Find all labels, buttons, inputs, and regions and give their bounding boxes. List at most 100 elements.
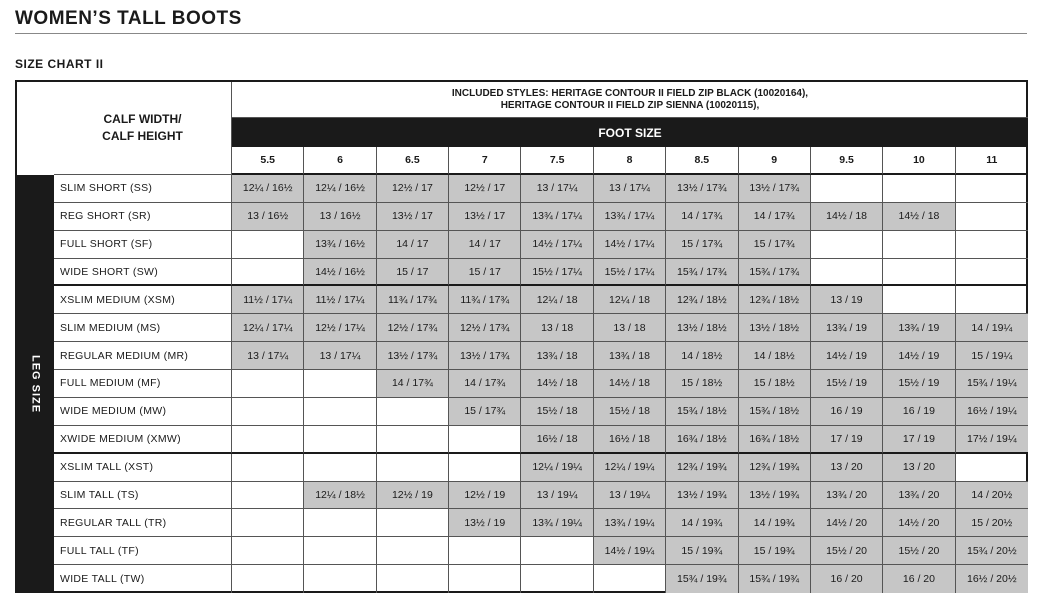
size-cell: 15½ / 19 [883,370,956,398]
size-cell: 13¾ / 18 [593,342,667,371]
size-cell: 12¼ / 19¼ [521,453,594,482]
foot-size: 6 [304,147,377,175]
empty-cell [449,537,522,566]
foot-size: 5.5 [232,147,305,175]
size-table: LEG SIZE CALF WIDTH/CALF HEIGHT INCLUDED S… [15,80,1028,593]
size-cell: 13¾ / 20 [883,481,956,510]
size-cell: 16 / 19 [883,397,956,426]
size-cell: 15 / 19¾ [738,537,811,566]
size-cell: 14½ / 20 [883,509,956,538]
size-cell: 12¼ / 18 [593,286,667,315]
empty-cell [810,258,884,287]
size-cell: 14½ / 18 [593,370,667,398]
empty-cell [232,537,305,566]
size-cell: 13½ / 17¾ [666,175,739,203]
size-cell: 16 / 19 [810,397,884,426]
title-rule [15,33,1027,34]
size-cell: 15 / 17¾ [666,230,739,259]
size-cell: 14½ / 19 [810,342,884,371]
size-cell: 13 / 19¼ [521,481,594,510]
row-label: SLIM SHORT (SS) [54,175,232,203]
corner-line: CALF HEIGHT [102,129,183,143]
foot-size: 7.5 [521,147,594,175]
row-label: SLIM TALL (TS) [54,481,232,510]
empty-cell [594,565,667,593]
size-cell: 13½ / 17 [376,202,450,231]
side-label: LEG SIZE [17,175,54,593]
empty-cell [304,425,377,454]
empty-cell [376,509,450,538]
empty-cell [304,397,377,426]
empty-cell [376,453,450,482]
size-cell: 12¼ / 18 [521,286,594,315]
page-title: WOMEN’S TALL BOOTS [15,8,242,29]
size-cell: 13½ / 19¾ [738,481,811,510]
size-cell: 16 / 20 [883,565,956,593]
row-label: XSLIM MEDIUM (XSM) [54,286,232,315]
size-cell: 13¾ / 20 [810,481,884,510]
empty-cell [810,175,884,203]
size-cell: 15½ / 18 [521,397,594,426]
size-cell: 11¾ / 17¾ [449,286,522,315]
empty-cell [232,453,305,482]
size-cell: 13 / 17¼ [304,342,377,371]
corner-label: CALF WIDTH/CALF HEIGHT [54,82,232,175]
size-cell: 14 / 17¾ [449,370,522,398]
foot-size: 6.5 [376,147,450,175]
empty-cell [232,509,305,538]
empty-cell [449,425,522,454]
row-label: FULL SHORT (SF) [54,230,232,259]
size-cell: 12½ / 19 [376,481,450,510]
size-cell: 13½ / 19 [449,509,522,538]
size-cell: 15¾ / 19¾ [738,565,811,593]
empty-cell [883,286,956,315]
size-cell: 15¾ / 18½ [738,397,811,426]
empty-cell [955,203,1028,231]
empty-cell [883,175,956,203]
row-label: WIDE MEDIUM (MW) [54,397,232,426]
size-cell: 16½ / 20½ [955,565,1028,593]
empty-cell [376,397,450,426]
row-label: WIDE TALL (TW) [54,565,232,593]
size-cell: 14 / 19¼ [955,314,1028,343]
empty-cell [810,230,884,259]
size-cell: 14½ / 18 [810,202,884,231]
empty-cell [232,481,305,510]
size-cell: 15¾ / 17¾ [666,258,739,287]
size-cell: 14½ / 19 [883,342,956,371]
size-cell: 11½ / 17¼ [232,286,305,315]
size-cell: 12¼ / 16½ [304,175,377,203]
size-cell: 15½ / 20 [810,537,884,566]
size-cell: 12¾ / 19¾ [738,453,811,482]
size-cell: 14 / 18½ [666,342,739,371]
size-cell: 14 / 17¾ [376,370,450,398]
foot-size: 9.5 [810,147,884,175]
size-cell: 15½ / 19 [810,370,884,398]
size-cell: 12¾ / 18½ [666,286,739,315]
size-cell: 14½ / 17¼ [593,230,667,259]
foot-size-label: FOOT SIZE [232,118,1028,147]
size-cell: 15 / 17¾ [738,230,811,259]
size-cell: 13 / 18 [593,314,667,343]
size-cell: 15½ / 20 [883,537,956,566]
empty-cell [232,425,305,454]
size-cell: 13 / 19 [810,286,884,315]
size-cell: 13¾ / 16½ [304,230,377,259]
size-cell: 13¾ / 17¼ [521,202,594,231]
empty-cell [955,231,1028,259]
empty-cell [232,258,305,287]
size-cell: 14½ / 20 [810,509,884,538]
row-label: XSLIM TALL (XST) [54,453,232,482]
size-cell: 14 / 17 [376,230,450,259]
size-cell: 12½ / 17¼ [304,314,377,343]
size-cell: 14½ / 18 [883,202,956,231]
size-cell: 16 / 20 [810,565,884,593]
row-label: WIDE SHORT (SW) [54,258,232,287]
empty-cell [883,230,956,259]
size-cell: 13¾ / 19¼ [593,509,667,538]
empty-cell [304,370,377,398]
size-cell: 15½ / 18 [593,397,667,426]
size-cell: 15 / 17¾ [449,397,522,426]
size-cell: 15½ / 17¼ [521,258,594,287]
